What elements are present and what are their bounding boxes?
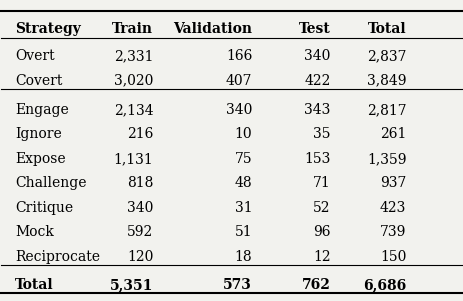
Text: 340: 340 xyxy=(226,103,252,117)
Text: 96: 96 xyxy=(313,225,331,239)
Text: Reciprocate: Reciprocate xyxy=(15,250,100,264)
Text: 12: 12 xyxy=(313,250,331,264)
Text: 3,020: 3,020 xyxy=(114,74,153,88)
Text: 52: 52 xyxy=(313,201,331,215)
Text: 3,849: 3,849 xyxy=(367,74,407,88)
Text: Critique: Critique xyxy=(15,201,73,215)
Text: 166: 166 xyxy=(226,49,252,63)
Text: 10: 10 xyxy=(235,127,252,141)
Text: 340: 340 xyxy=(127,201,153,215)
Text: Train: Train xyxy=(112,22,153,36)
Text: Test: Test xyxy=(299,22,331,36)
Text: Validation: Validation xyxy=(173,22,252,36)
Text: 216: 216 xyxy=(127,127,153,141)
Text: Ignore: Ignore xyxy=(15,127,62,141)
Text: Total: Total xyxy=(368,22,407,36)
Text: Challenge: Challenge xyxy=(15,176,87,190)
Text: 340: 340 xyxy=(304,49,331,63)
Text: Strategy: Strategy xyxy=(15,22,81,36)
Text: 5,351: 5,351 xyxy=(110,278,153,292)
Text: Overt: Overt xyxy=(15,49,55,63)
Text: 739: 739 xyxy=(380,225,407,239)
Text: 71: 71 xyxy=(313,176,331,190)
Text: 35: 35 xyxy=(313,127,331,141)
Text: 2,817: 2,817 xyxy=(367,103,407,117)
Text: 2,331: 2,331 xyxy=(114,49,153,63)
Text: 2,837: 2,837 xyxy=(367,49,407,63)
Text: 153: 153 xyxy=(304,152,331,166)
Text: Total: Total xyxy=(15,278,54,292)
Text: 818: 818 xyxy=(127,176,153,190)
Text: 1,359: 1,359 xyxy=(367,152,407,166)
Text: Mock: Mock xyxy=(15,225,54,239)
Text: Engage: Engage xyxy=(15,103,69,117)
Text: 423: 423 xyxy=(380,201,407,215)
Text: 18: 18 xyxy=(235,250,252,264)
Text: 343: 343 xyxy=(304,103,331,117)
Text: 937: 937 xyxy=(380,176,407,190)
Text: 120: 120 xyxy=(127,250,153,264)
Text: 2,134: 2,134 xyxy=(113,103,153,117)
Text: Expose: Expose xyxy=(15,152,66,166)
Text: 573: 573 xyxy=(223,278,252,292)
Text: 48: 48 xyxy=(235,176,252,190)
Text: 592: 592 xyxy=(127,225,153,239)
Text: 150: 150 xyxy=(380,250,407,264)
Text: 51: 51 xyxy=(235,225,252,239)
Text: Covert: Covert xyxy=(15,74,63,88)
Text: 6,686: 6,686 xyxy=(363,278,407,292)
Text: 1,131: 1,131 xyxy=(113,152,153,166)
Text: 407: 407 xyxy=(225,74,252,88)
Text: 261: 261 xyxy=(380,127,407,141)
Text: 762: 762 xyxy=(301,278,331,292)
Text: 31: 31 xyxy=(235,201,252,215)
Text: 75: 75 xyxy=(235,152,252,166)
Text: 422: 422 xyxy=(304,74,331,88)
